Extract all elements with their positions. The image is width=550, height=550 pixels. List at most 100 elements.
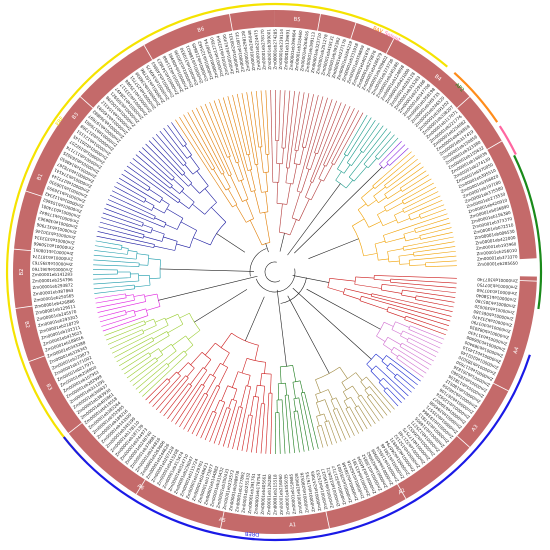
tree-tip-branch <box>118 342 158 367</box>
tree-node-arc <box>301 391 305 394</box>
tree-node-arc <box>158 348 164 355</box>
outer-group-arc-soloist <box>498 125 517 156</box>
tree-node-arc <box>149 275 151 286</box>
tree-branch <box>213 169 227 191</box>
tree-tip-branch <box>209 102 224 138</box>
tree-branch <box>381 289 402 294</box>
tree-node-arc <box>186 154 192 159</box>
tree-branch <box>298 198 310 221</box>
tree-tip-branch <box>290 415 295 453</box>
tree-branch <box>153 206 165 214</box>
tree-tip-branch <box>308 411 319 449</box>
tree-branch <box>226 408 231 422</box>
tree-node-arc <box>342 288 346 295</box>
tree-branch <box>205 342 216 356</box>
tree-branch <box>383 344 393 351</box>
tree-branch <box>141 337 153 344</box>
tree-backbone-branch <box>276 289 287 367</box>
tree-branch <box>396 357 408 366</box>
tree-tip-branch <box>420 334 443 344</box>
tree-branch <box>167 323 184 334</box>
tree-branch <box>390 281 417 285</box>
tree-branch <box>172 335 186 346</box>
leaf-label: Zm00001eb285650 <box>477 261 518 267</box>
tree-branch <box>343 164 351 174</box>
tree-node-arc <box>315 366 340 380</box>
tree-tip-branch <box>179 401 196 428</box>
tree-branch <box>134 308 146 313</box>
tree-tip-branch <box>355 120 376 150</box>
tree-branch <box>249 220 263 246</box>
tree-tip-branch <box>107 333 132 345</box>
leaf-label: Zm00001eb307750 <box>476 282 517 289</box>
tree-node-arc <box>153 244 155 248</box>
tree-branch <box>292 365 297 382</box>
leaf-label: Zm00001eb109735 <box>234 31 245 72</box>
tree-branch <box>205 377 216 395</box>
tree-branch <box>234 406 240 422</box>
tree-branch <box>212 386 221 403</box>
leaf-label: Zm00001eb293872 <box>32 282 73 290</box>
tree-branch <box>343 143 351 155</box>
tree-tip-branch <box>411 348 434 362</box>
tree-branch <box>388 306 405 313</box>
tree-branch <box>414 226 423 230</box>
tree-tip-branch <box>227 420 236 448</box>
tree-node-arc <box>155 357 158 361</box>
tree-branch <box>388 260 400 263</box>
tree-tip-branch <box>408 361 427 374</box>
tree-node-arc <box>245 218 254 223</box>
tree-branch <box>113 293 126 296</box>
tree-tip-branch <box>424 204 445 213</box>
tree-tip-branch <box>218 98 235 148</box>
tree-tip-branch <box>390 391 402 403</box>
tree-branch <box>220 402 226 414</box>
tree-node-arc <box>127 248 129 255</box>
tree-branch <box>276 182 278 204</box>
tree-tip-branch <box>400 382 412 393</box>
tree-backbone-branch <box>306 288 381 330</box>
tree-tip-branch <box>97 303 137 313</box>
ring-separator <box>219 510 225 530</box>
tree-node-arc <box>357 209 370 228</box>
tree-branch <box>383 321 394 327</box>
tree-node-arc <box>276 203 287 205</box>
tree-branch <box>241 358 248 374</box>
tree-tip-branch <box>93 259 122 263</box>
tree-branch <box>188 330 201 340</box>
subfamily-ring-label: B4 <box>433 74 443 83</box>
tree-branch <box>363 253 378 257</box>
tree-branch <box>323 144 334 166</box>
tree-node-arc <box>377 214 384 226</box>
tree-branch <box>125 309 135 313</box>
leaf-label: Zm00001eb215518 <box>272 474 277 515</box>
subfamily-ring-label: A4 <box>513 346 521 355</box>
subfamily-ring-label: A6 <box>136 483 145 492</box>
tree-branch <box>305 181 312 198</box>
tree-node-arc <box>396 354 400 359</box>
tree-tip-branch <box>288 91 295 142</box>
leaf-label: Zm00001eb150966 <box>33 241 74 251</box>
tree-tip-branch <box>159 130 180 155</box>
tree-branch <box>253 139 259 165</box>
tree-node-arc <box>408 214 412 221</box>
tree-tip-branch <box>386 155 415 179</box>
tree-branch <box>345 179 354 189</box>
tree-branch <box>375 150 381 157</box>
tree-node-arc <box>161 233 165 242</box>
tree-node-arc <box>354 405 359 409</box>
tree-branch <box>264 212 271 243</box>
tree-branch <box>381 283 401 287</box>
tree-branch <box>164 173 173 181</box>
tree-node-arc <box>185 335 194 346</box>
tree-branch <box>143 206 152 211</box>
tree-branch <box>195 384 202 394</box>
tree-tip-branch <box>348 414 360 434</box>
tree-branch <box>364 389 370 396</box>
tree-tip-branch <box>171 385 197 422</box>
ring-separator <box>396 483 407 500</box>
outer-group-label: DREB <box>244 530 259 537</box>
tree-branch <box>116 252 128 255</box>
tree-branch <box>358 405 363 413</box>
tree-tip-branch <box>279 428 281 454</box>
